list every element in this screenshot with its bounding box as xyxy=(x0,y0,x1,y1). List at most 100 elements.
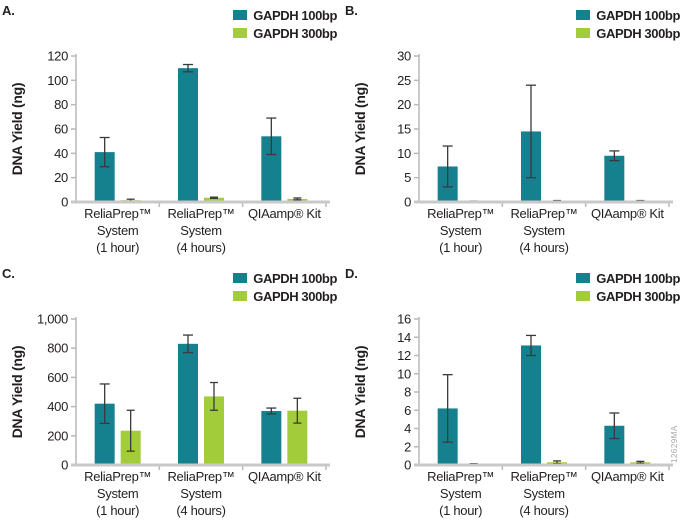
x-category-label: (1 hour) xyxy=(96,240,139,255)
error-bar xyxy=(293,197,302,201)
legend-label-gapdh-100bp: GAPDH 100bp xyxy=(596,7,680,23)
y-tick-label: 100 xyxy=(47,73,68,88)
x-category-label: (4 hours) xyxy=(176,503,225,518)
error-bar xyxy=(266,407,277,415)
legend-item-gapdh-100bp: GAPDH 100bp xyxy=(576,7,680,23)
x-category-label: ReliaPrep™ xyxy=(427,206,494,221)
bar-gapdh-100bp xyxy=(94,152,115,202)
x-category-label: QIAamp® Kit xyxy=(248,206,321,221)
y-tick-label: 20 xyxy=(397,97,411,112)
error-bar xyxy=(210,196,218,200)
y-axis-title: DNA Yield (ng) xyxy=(352,83,368,176)
y-tick-label: 0 xyxy=(404,195,411,210)
legend-swatch-teal xyxy=(233,273,248,283)
x-category-label: System xyxy=(523,486,565,501)
y-tick-label: 400 xyxy=(47,399,68,414)
y-tick-label: 200 xyxy=(47,428,68,443)
legend-item-gapdh-100bp: GAPDH 100bp xyxy=(233,7,337,23)
error-bar xyxy=(99,383,110,425)
panel-d: D. GAPDH 100bp GAPDH 300bp DNA Yield (ng… xyxy=(343,263,686,526)
error-bar xyxy=(293,397,302,424)
bar-gapdh-100bp xyxy=(178,68,198,203)
x-category-label: System xyxy=(440,486,482,501)
y-tick-label: 1,000 xyxy=(37,312,68,327)
legend-label-gapdh-100bp: GAPDH 100bp xyxy=(596,270,680,286)
legend-item-gapdh-300bp: GAPDH 300bp xyxy=(233,288,337,304)
legend-label-gapdh-100bp: GAPDH 100bp xyxy=(253,270,337,286)
error-bar xyxy=(126,409,135,452)
error-bar xyxy=(609,150,620,162)
bar-gapdh-100bp xyxy=(94,403,115,465)
panel-c-label: C. xyxy=(2,266,15,281)
x-category-label: System xyxy=(97,223,139,238)
x-category-label: ReliaPrep™ xyxy=(510,206,577,221)
x-category-label: ReliaPrep™ xyxy=(84,469,151,484)
bar-chart-d: DNA Yield (ng) 0 2 4 6 8 10 12 14 16 ReliaPrep™ Sys… xyxy=(352,312,673,518)
panel-b-label: B. xyxy=(345,3,358,18)
x-category-label: QIAamp® Kit xyxy=(591,206,664,221)
watermark-text: 12629MA xyxy=(670,425,679,463)
legend-item-gapdh-300bp: GAPDH 300bp xyxy=(576,25,680,41)
y-tick-label: 60 xyxy=(54,122,68,137)
y-tick-label: 10 xyxy=(397,146,411,161)
x-category-label: QIAamp® Kit xyxy=(248,469,321,484)
legend-swatch-green xyxy=(233,28,248,38)
x-category-label: (1 hour) xyxy=(439,240,482,255)
bar-gapdh-300bp xyxy=(204,396,224,465)
x-category-label: ReliaPrep™ xyxy=(167,206,234,221)
error-bar xyxy=(609,412,620,440)
y-tick-label: 12 xyxy=(397,348,411,363)
bar-gapdh-100bp xyxy=(521,345,541,465)
y-tick-label: 10 xyxy=(397,366,411,381)
y-tick-label: 5 xyxy=(404,170,411,185)
error-bar xyxy=(442,374,453,443)
x-category-label: System xyxy=(440,223,482,238)
legend-c: GAPDH 100bp GAPDH 300bp xyxy=(233,270,337,304)
x-category-label: (1 hour) xyxy=(96,503,139,518)
x-category-label: System xyxy=(180,223,222,238)
legend-label-gapdh-300bp: GAPDH 300bp xyxy=(253,288,337,304)
legend-item-gapdh-100bp: GAPDH 100bp xyxy=(233,270,337,286)
legend-label-gapdh-100bp: GAPDH 100bp xyxy=(253,7,337,23)
legend-a: GAPDH 100bp GAPDH 300bp xyxy=(233,7,337,41)
panel-a-label: A. xyxy=(2,3,15,18)
panel-a: A. GAPDH 100bp GAPDH 300bp DNA Yield (ng… xyxy=(0,0,343,263)
y-tick-label: 2 xyxy=(404,439,411,454)
legend-d: GAPDH 100bp GAPDH 300bp xyxy=(576,270,680,304)
legend-swatch-teal xyxy=(233,10,248,20)
x-category-label: ReliaPrep™ xyxy=(167,469,234,484)
bar-gapdh-100bp xyxy=(261,136,282,202)
y-tick-label: 25 xyxy=(397,73,411,88)
y-axis-title: DNA Yield (ng) xyxy=(352,346,368,439)
legend-swatch-green xyxy=(233,291,248,301)
legend-swatch-teal xyxy=(576,10,591,20)
bar-chart-b: DNA Yield (ng) 0 5 10 15 20 25 30 ReliaPrep™ Syst… xyxy=(352,49,673,255)
y-tick-label: 0 xyxy=(404,458,411,473)
y-tick-label: 14 xyxy=(397,330,411,345)
y-tick-label: 0 xyxy=(61,195,68,210)
error-bar xyxy=(183,63,193,73)
y-tick-label: 8 xyxy=(404,385,411,400)
panel-c: C. GAPDH 100bp GAPDH 300bp DNA Yield (ng… xyxy=(0,263,343,526)
legend-swatch-green xyxy=(576,291,591,301)
y-tick-label: 80 xyxy=(54,97,68,112)
y-tick-label: 40 xyxy=(54,146,68,161)
bar-gapdh-100bp xyxy=(261,410,282,465)
x-category-label: (4 hours) xyxy=(519,240,568,255)
y-tick-label: 15 xyxy=(397,122,411,137)
bar-gapdh-300bp xyxy=(287,410,308,465)
error-bar xyxy=(526,84,536,179)
bar-chart-c: DNA Yield (ng) 0 200 400 600 800 1,000 ReliaPre… xyxy=(9,312,330,518)
error-bar xyxy=(526,334,536,357)
error-bar xyxy=(442,145,453,188)
x-category-label: System xyxy=(97,486,139,501)
x-category-label: (4 hours) xyxy=(519,503,568,518)
y-tick-label: 16 xyxy=(397,312,411,327)
x-category-label: ReliaPrep™ xyxy=(510,469,577,484)
y-tick-label: 30 xyxy=(397,49,411,64)
legend-b: GAPDH 100bp GAPDH 300bp xyxy=(576,7,680,41)
bar-gapdh-100bp xyxy=(178,343,198,465)
legend-label-gapdh-300bp: GAPDH 300bp xyxy=(596,25,680,41)
bar-gapdh-100bp xyxy=(604,155,625,202)
legend-label-gapdh-300bp: GAPDH 300bp xyxy=(596,288,680,304)
